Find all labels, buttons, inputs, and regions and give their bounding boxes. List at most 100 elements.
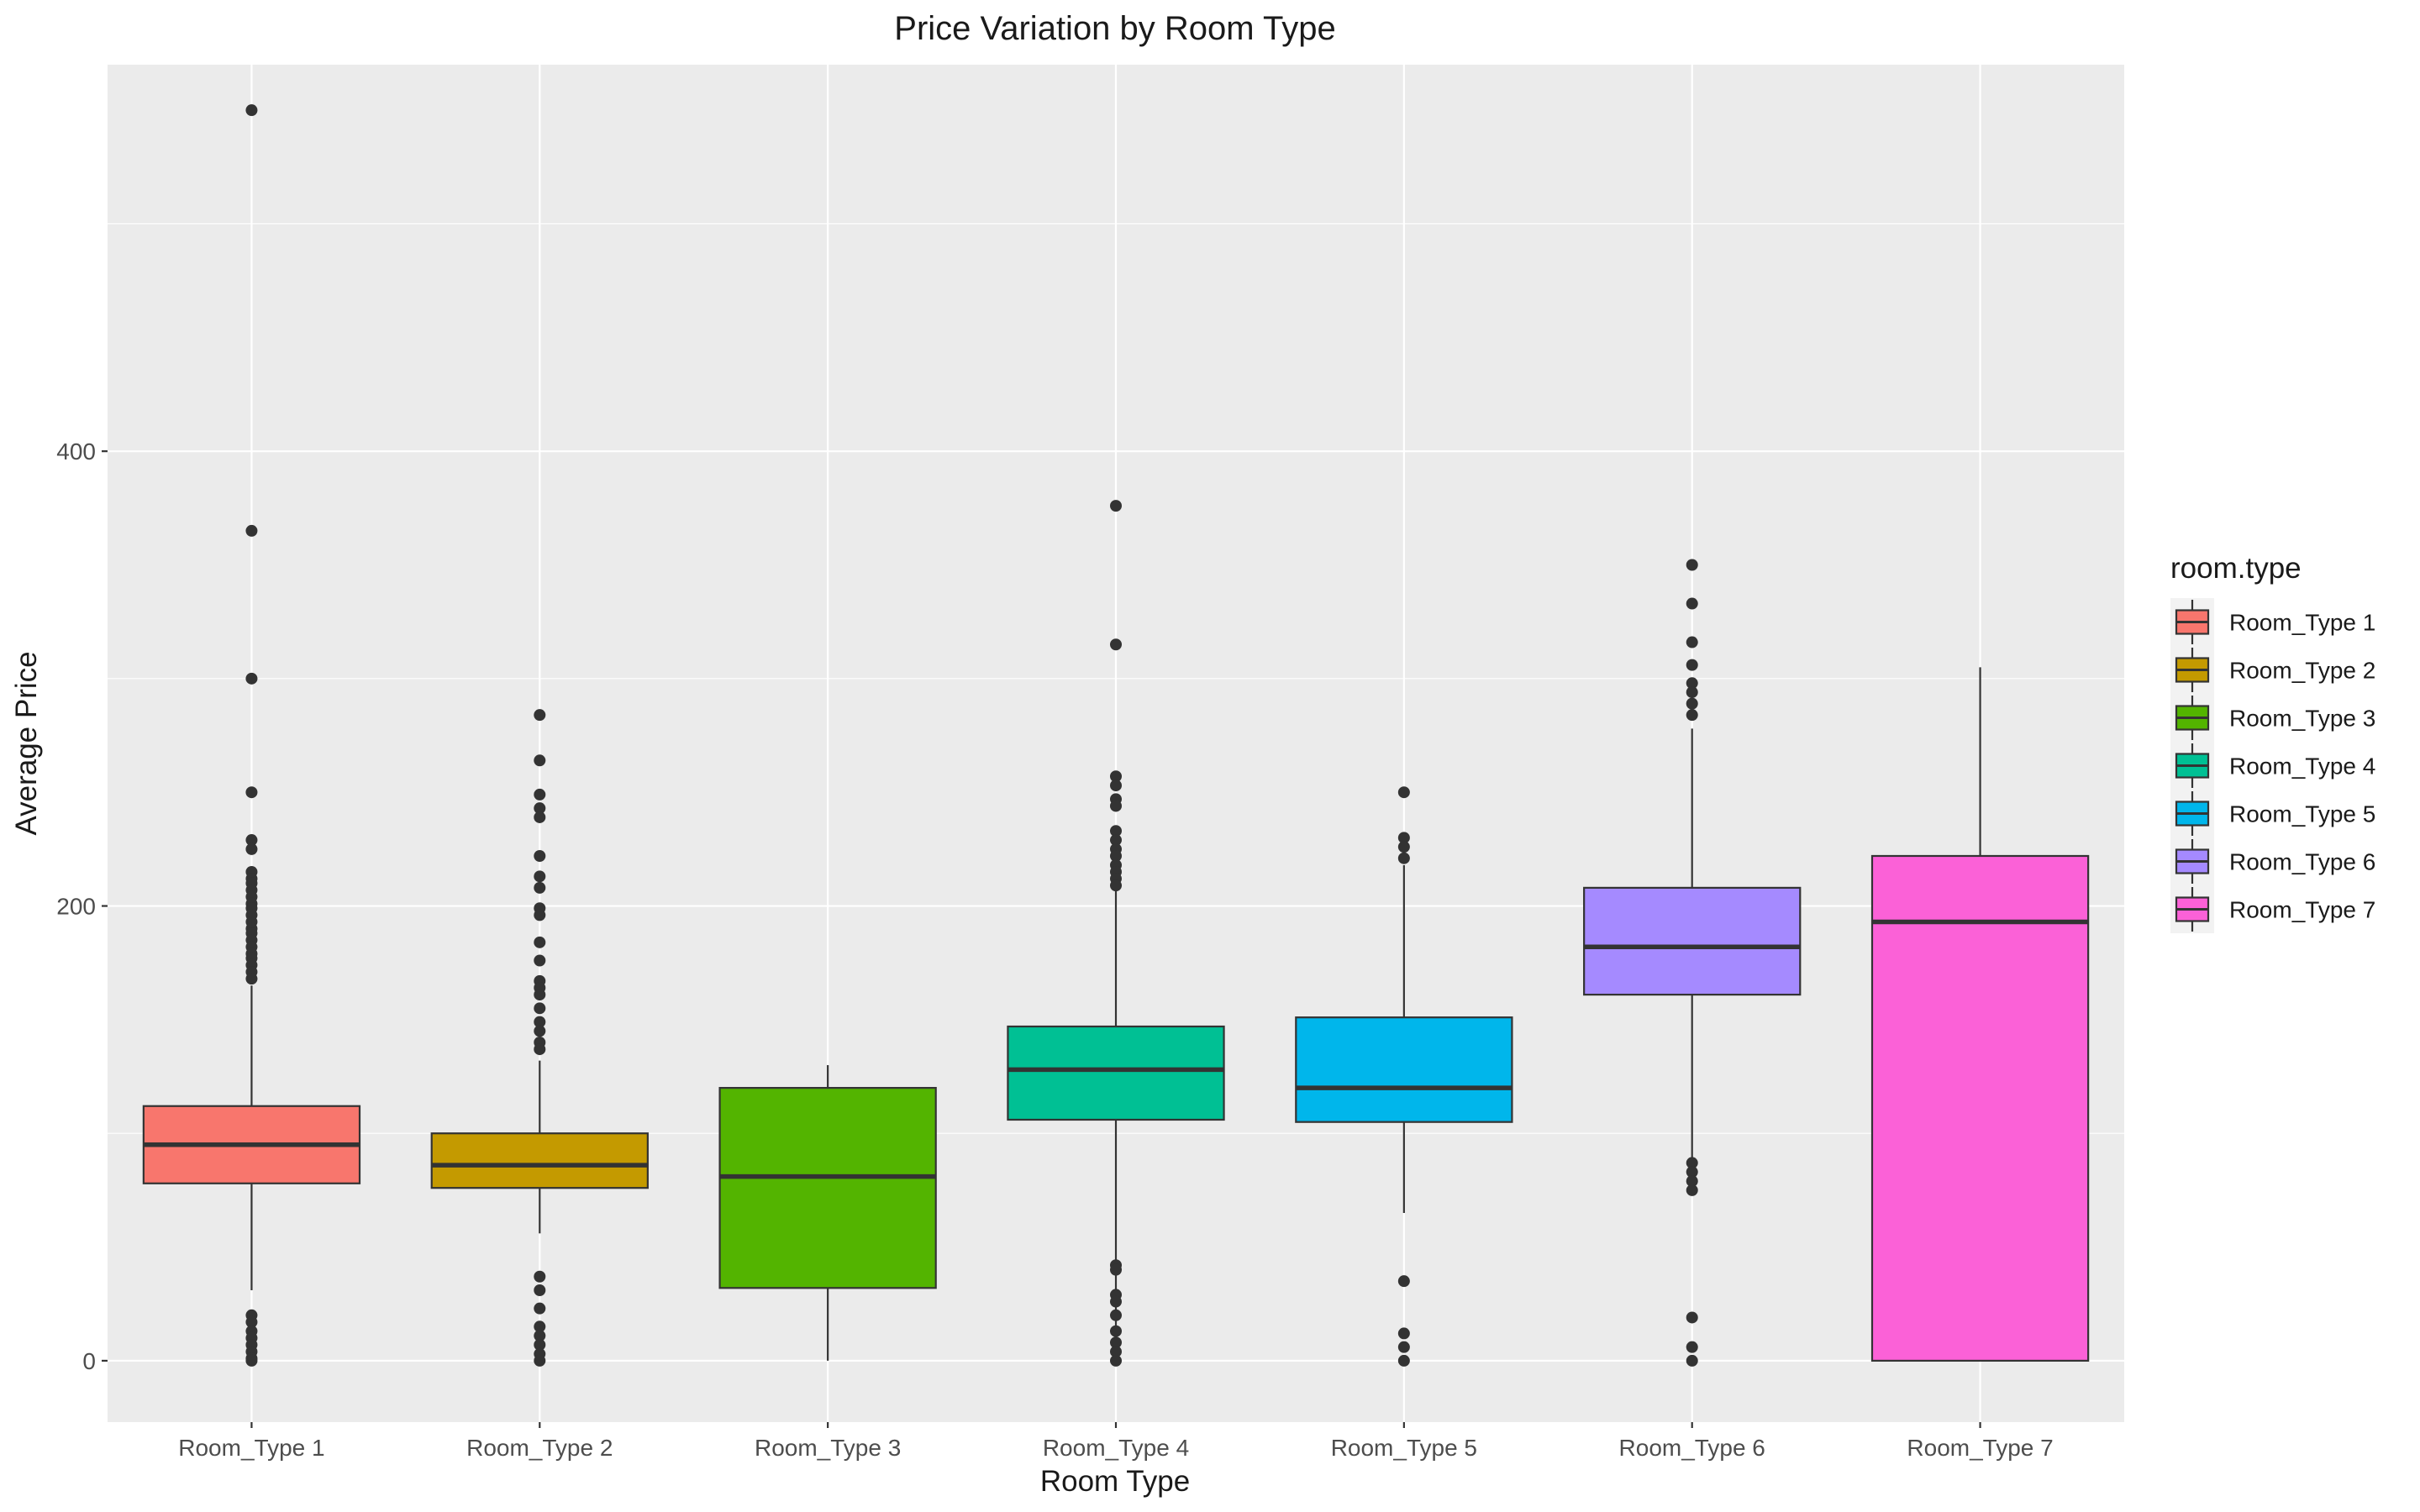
- box-group: [718, 1065, 937, 1361]
- y-tick-label: 0: [82, 1348, 96, 1374]
- outlier-point: [245, 843, 258, 855]
- chart-title: Price Variation by Room Type: [894, 10, 1335, 47]
- outlier-point: [534, 788, 546, 801]
- y-tick-label: 200: [56, 894, 96, 920]
- outlier-point: [1397, 852, 1410, 864]
- outlier-point: [1686, 1157, 1698, 1169]
- outlier-point: [534, 989, 546, 1001]
- outlier-point: [534, 936, 546, 948]
- outlier-point: [1397, 1327, 1410, 1340]
- outlier-point: [534, 1354, 546, 1367]
- legend-item: Room_Type 4: [2175, 743, 2375, 788]
- outlier-point: [534, 849, 546, 862]
- outlier-point: [1397, 1354, 1410, 1367]
- x-tick-label: Room_Type 3: [755, 1435, 901, 1461]
- box-iqr: [1295, 1016, 1513, 1123]
- outlier-point: [534, 1302, 546, 1315]
- y-tick-label: 400: [56, 438, 96, 465]
- box-iqr: [718, 1086, 937, 1289]
- outlier-point: [1397, 841, 1410, 853]
- outlier-point: [1110, 849, 1122, 862]
- outlier-point: [1110, 1346, 1122, 1358]
- legend-label: Room_Type 6: [2229, 849, 2375, 875]
- outlier-point: [534, 870, 546, 883]
- outlier-point: [1110, 1354, 1122, 1367]
- outlier-point: [1110, 1336, 1122, 1349]
- outlier-point: [1110, 1295, 1122, 1308]
- outlier-point: [1110, 780, 1122, 792]
- outlier-point: [245, 1315, 258, 1328]
- outlier-point: [534, 1338, 546, 1351]
- outlier-point: [534, 1284, 546, 1297]
- outlier-point: [1110, 638, 1122, 651]
- x-tick-label: Room_Type 2: [466, 1435, 613, 1461]
- legend-item: Room_Type 6: [2175, 839, 2375, 884]
- legend-title: room.type: [2170, 552, 2302, 585]
- outlier-point: [1397, 1275, 1410, 1288]
- outlier-point: [1686, 1166, 1698, 1179]
- legend-label: Room_Type 4: [2229, 753, 2375, 780]
- outlier-point: [534, 754, 546, 767]
- outlier-point: [534, 954, 546, 967]
- outlier-point: [534, 1330, 546, 1342]
- outlier-point: [1397, 786, 1410, 799]
- y-axis-title: Average Price: [10, 651, 43, 835]
- box-group: [1295, 786, 1513, 1367]
- outlier-point: [1110, 1263, 1122, 1276]
- outlier-point: [245, 524, 258, 537]
- outlier-point: [1686, 1311, 1698, 1324]
- x-axis-title: Room Type: [1040, 1465, 1190, 1498]
- outlier-point: [1110, 770, 1122, 783]
- legend-label: Room_Type 7: [2229, 897, 2375, 923]
- legend-item: Room_Type 1: [2175, 600, 2375, 644]
- outlier-point: [1686, 636, 1698, 648]
- x-tick-label: Room_Type 7: [1907, 1435, 2053, 1461]
- box-group: [142, 104, 361, 1367]
- legend-item: Room_Type 3: [2175, 696, 2375, 740]
- outlier-point: [1686, 1354, 1698, 1367]
- outlier-point: [1686, 1175, 1698, 1188]
- outlier-point: [534, 811, 546, 823]
- outlier-point: [1110, 879, 1122, 892]
- outlier-point: [1686, 709, 1698, 722]
- outlier-point: [534, 709, 546, 722]
- box-group: [430, 709, 649, 1367]
- outlier-point: [534, 1320, 546, 1333]
- boxes: [142, 104, 2090, 1367]
- x-tick-label: Room_Type 4: [1043, 1435, 1189, 1461]
- legend-label: Room_Type 2: [2229, 658, 2375, 684]
- box-group: [1007, 500, 1225, 1367]
- outlier-point: [1110, 834, 1122, 847]
- outlier-point: [1686, 697, 1698, 710]
- outlier-point: [1686, 686, 1698, 699]
- box-iqr: [1583, 886, 1802, 996]
- y-axis: 0 200 400: [56, 438, 108, 1374]
- box-iqr: [430, 1132, 649, 1189]
- legend-label: Room_Type 5: [2229, 801, 2375, 827]
- outlier-point: [534, 1002, 546, 1015]
- outlier-point: [1686, 677, 1698, 690]
- outlier-point: [534, 802, 546, 815]
- outlier-point: [1686, 1341, 1698, 1353]
- outlier-point: [1397, 1341, 1410, 1353]
- outlier-point: [245, 1354, 258, 1367]
- outlier-point: [1110, 800, 1122, 812]
- box-group: [1583, 559, 1802, 1367]
- box-iqr: [1007, 1025, 1225, 1121]
- outlier-point: [534, 1270, 546, 1283]
- outlier-point: [1110, 1309, 1122, 1321]
- outlier-point: [245, 786, 258, 799]
- outlier-point: [1686, 597, 1698, 610]
- outlier-point: [534, 1025, 546, 1037]
- x-tick-label: Room_Type 6: [1619, 1435, 1765, 1461]
- outlier-point: [534, 909, 546, 921]
- legend-item: Room_Type 5: [2175, 791, 2375, 836]
- outlier-point: [534, 881, 546, 894]
- x-axis: Room_Type 1 Room_Type 2 Room_Type 3 Room_Ty…: [178, 1422, 2054, 1461]
- legend-item: Room_Type 2: [2175, 648, 2375, 692]
- box-iqr: [1870, 854, 2090, 1362]
- outlier-point: [534, 1016, 546, 1028]
- outlier-point: [245, 973, 258, 985]
- legend-label: Room_Type 3: [2229, 706, 2375, 732]
